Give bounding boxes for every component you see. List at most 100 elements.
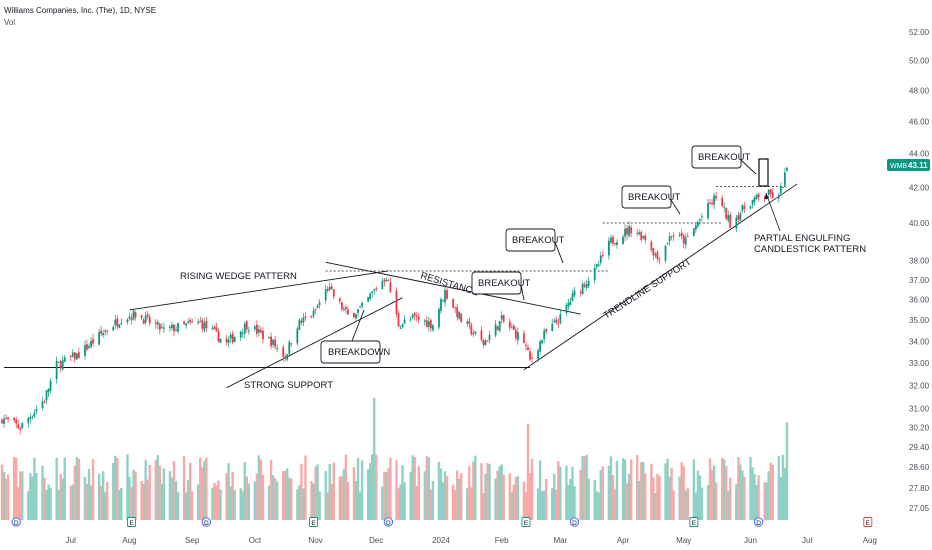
candle-body [658,259,661,261]
candle-body [59,361,62,369]
candle-body [500,315,503,320]
volume-bar [409,471,412,520]
event-marker-label: D [204,520,209,527]
candle-body [545,329,548,332]
candle-body [767,189,770,195]
candle-body [106,330,109,332]
candle-body [529,351,531,360]
x-tick-label: Mar [553,536,567,545]
y-tick-label: 44.00 [909,150,930,159]
candle-body [381,281,384,290]
candle-body [84,345,86,356]
volume-bar [140,480,143,520]
volume-bar [540,491,544,520]
volume-bar [91,459,95,520]
volume-bar [227,463,230,520]
breakout-label-1: BREAKOUT [478,278,530,289]
y-tick-label: 31.00 [909,405,930,414]
volume-bar [103,492,107,520]
volume-bar [460,473,463,520]
candle-body [183,321,185,325]
event-marker-label: E [692,520,697,527]
candle-body [171,325,173,329]
candle-body [385,279,388,282]
candle-body [583,284,586,287]
candle-body [116,318,119,327]
volume-bar [609,456,613,520]
earnings-marker [689,517,699,527]
candle-body [650,241,653,250]
volume-bar [765,482,768,520]
volume-bar [19,471,22,520]
volume-bar [698,475,702,520]
volume-bar [83,476,87,520]
engulfing-pointer [765,192,781,232]
engulfing-label-line1: PARTIAL ENGULFING [754,233,850,244]
candle-body [456,307,459,317]
candle-body [260,330,262,333]
candle-body [753,197,756,203]
dividend-marker [753,517,764,527]
volume-bar [621,458,625,520]
candle-body [43,401,46,403]
candle-body [779,187,782,194]
volume-bar [389,457,392,520]
volume-bar [310,481,313,520]
candle-body [13,417,16,421]
candle-body [225,338,228,343]
candle-body [494,324,497,336]
price-tag-symbol: WMB [890,163,907,170]
candle-body [769,189,772,194]
volume-bar [453,489,457,520]
volume-bar [700,487,704,520]
candle-body [342,308,345,310]
trendline-trendline-support [523,183,798,371]
volume-bar [753,474,756,520]
volume-bar [328,464,331,520]
candle-body [217,330,220,342]
candle-body [442,300,444,302]
event-marker-label: D [386,520,391,527]
candle-body [7,417,9,420]
volume-bar [261,474,265,520]
volume-bar [257,455,261,520]
candle-body [104,330,107,332]
candle-body [276,347,279,349]
candle-body [498,320,501,332]
volume-bar [314,466,317,520]
candle-body [156,322,159,325]
candle-body [692,228,695,236]
volume-bar [470,487,473,520]
candle-body [713,195,715,205]
volume-bar [225,473,228,520]
volume-bar [2,471,6,520]
volume-bar [595,491,598,520]
candle-body [262,330,264,340]
candle-body [680,232,683,237]
volume-bar [182,456,186,520]
volume-bar [399,484,402,520]
candle-body [213,326,216,330]
y-tick-label: 36.00 [909,296,930,305]
volume-bar [597,492,600,520]
candle-body [470,324,473,335]
volume-bar [312,483,315,520]
candle-body [707,203,709,219]
volume-bar [696,470,700,520]
candle-body [415,315,418,317]
volume-bar [484,473,487,520]
candle-body [359,306,361,308]
volume-bar [358,491,362,520]
volume-bar [186,480,190,520]
volume-bar [41,465,44,520]
volume-bar [387,468,390,520]
candle-body [286,354,289,360]
candle-body [573,290,576,296]
volume-bar [508,473,511,520]
volume-bar [288,477,291,520]
candle-body [644,235,647,241]
volume-bar [524,492,528,520]
volume-bar [771,464,774,520]
